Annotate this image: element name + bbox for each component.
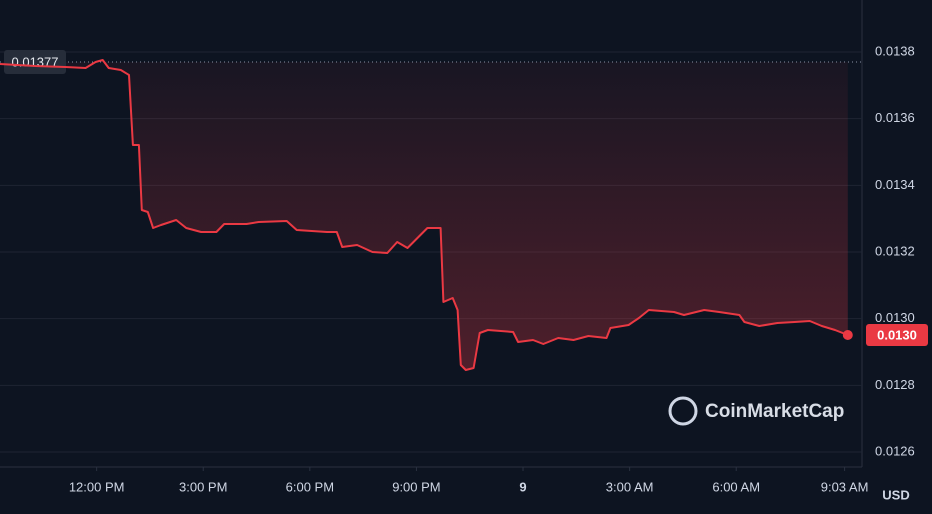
last-badge [866, 324, 928, 346]
y-tick-label: 0.0132 [875, 243, 915, 258]
y-tick-label: 0.0126 [875, 443, 915, 458]
x-tick-label: 3:00 PM [179, 479, 227, 494]
x-tick-label: 6:00 PM [286, 479, 334, 494]
price-line [0, 59, 849, 371]
x-tick-label: 3:00 AM [606, 479, 654, 494]
last-price-label: 0.0130 [877, 327, 917, 342]
y-tick-label: 0.0130 [875, 310, 915, 325]
x-tick-label: 9:00 PM [392, 479, 440, 494]
watermark-logo [668, 396, 698, 426]
watermark-text: CoinMarketCap [705, 401, 844, 422]
last-point [842, 330, 853, 340]
x-tick-label: 9:03 AM [821, 479, 869, 494]
x-tick-label: 6:00 AM [712, 479, 760, 494]
y-tick-label: 0.0136 [875, 110, 915, 125]
y-tick-label: 0.0128 [875, 377, 915, 392]
y-tick-label: 0.0134 [875, 177, 915, 192]
watermark: CoinMarketCap [668, 396, 844, 426]
reference-badge [4, 50, 66, 74]
currency-label: USD [882, 487, 909, 502]
x-tick-label: 9 [519, 479, 526, 494]
x-tick-label: 12:00 PM [69, 479, 125, 494]
area [0, 60, 848, 370]
y-tick-label: 0.0138 [875, 43, 915, 58]
